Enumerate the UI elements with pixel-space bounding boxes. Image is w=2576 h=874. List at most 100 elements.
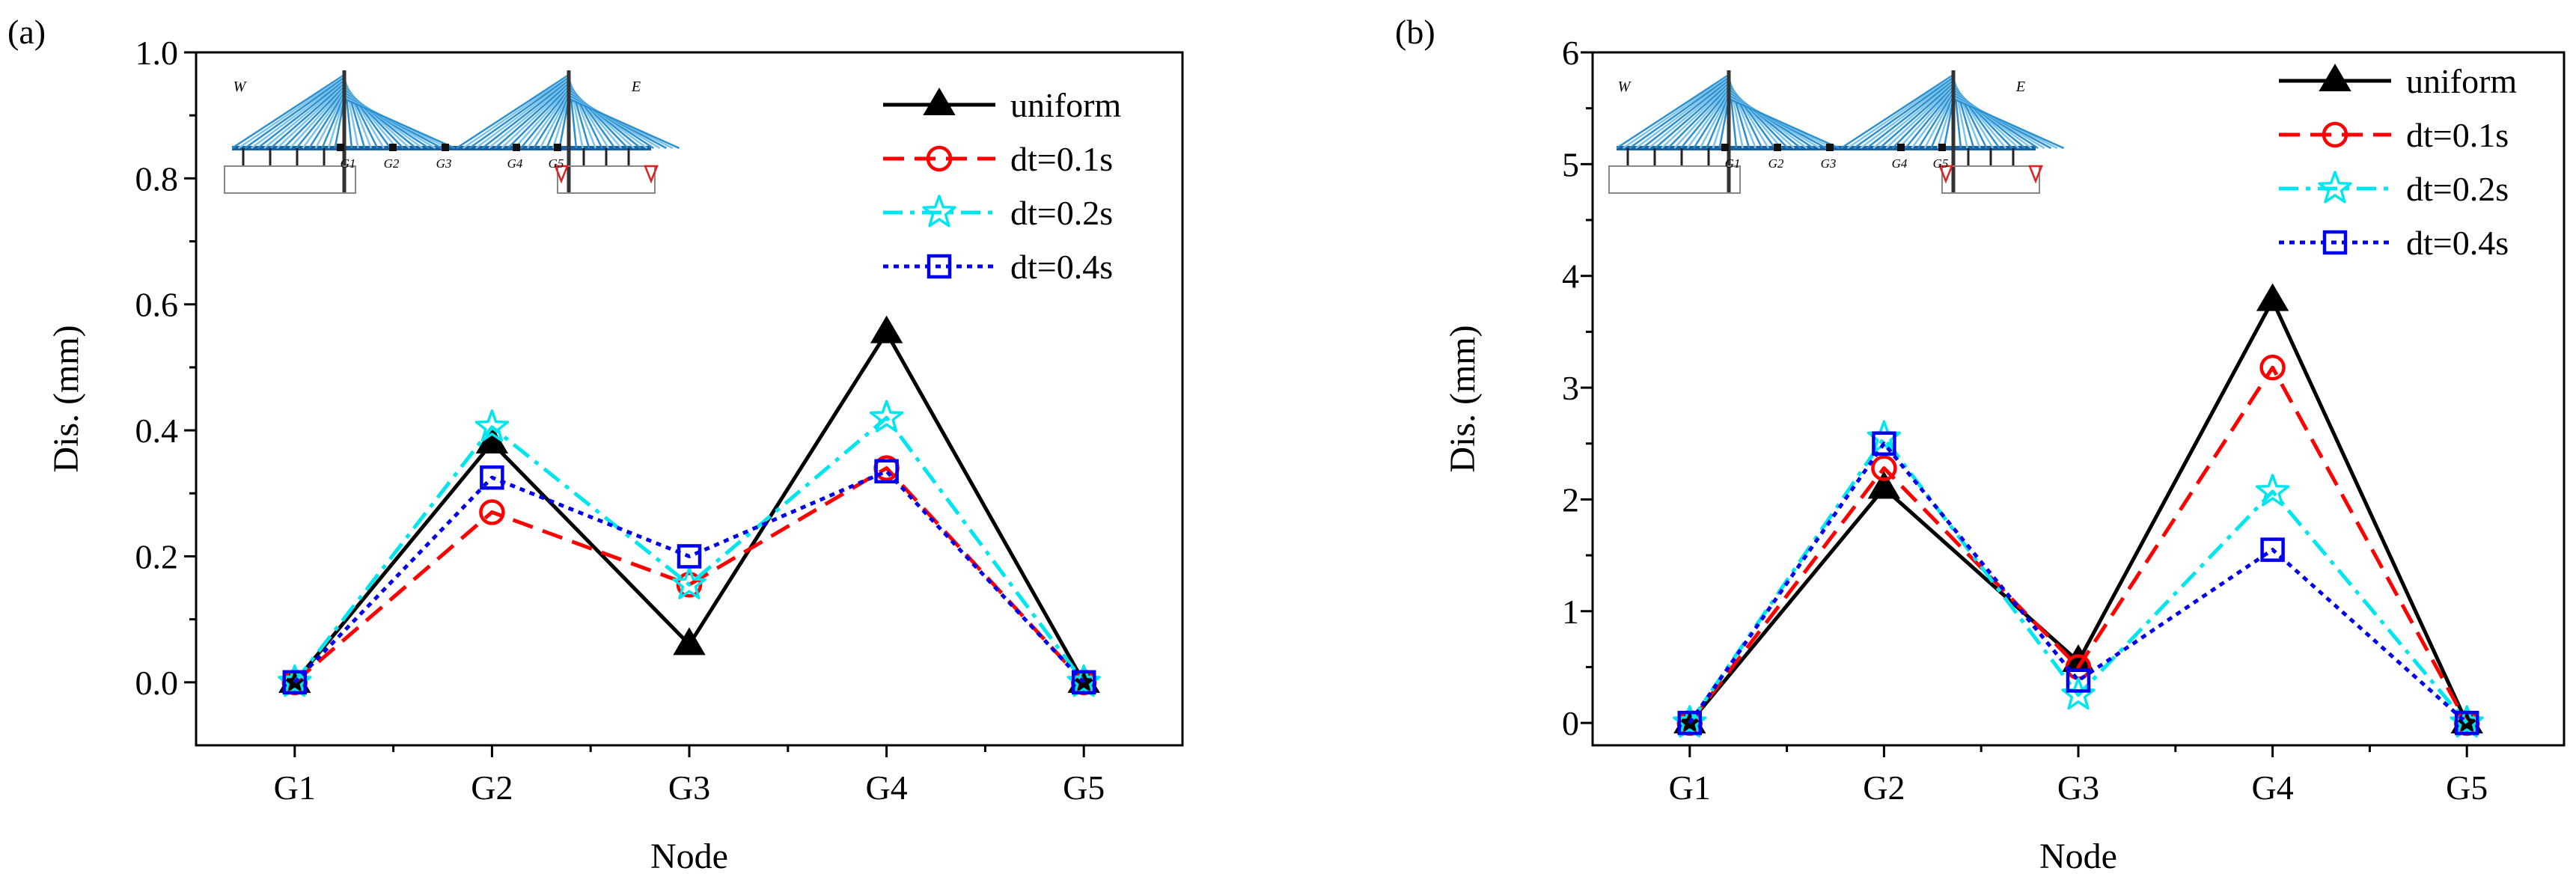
inset-cable (1699, 94, 1730, 149)
legend-label: dt=0.4s (1010, 248, 1113, 286)
y-tick-label: 4 (1562, 257, 1579, 296)
inset-cable (1853, 76, 1954, 150)
x-tick-label: G1 (1669, 768, 1711, 807)
legend-marker (2322, 121, 2348, 148)
inset-cable (1635, 78, 1730, 150)
inset-node-label: G3 (436, 156, 452, 171)
inset-cable (568, 97, 680, 150)
inset-cable (269, 83, 345, 149)
inset-node-label: G5 (1933, 156, 1949, 171)
inset-cable (1616, 73, 1730, 150)
data-point-3 (1071, 670, 1096, 695)
data-point-3 (2260, 537, 2285, 562)
inset-cable (488, 82, 570, 149)
x-tick-label: G1 (274, 768, 316, 807)
inset-cable (1873, 82, 1954, 149)
inset-east-label: E (631, 79, 641, 95)
inset-cable (251, 78, 345, 150)
inset-cable (507, 86, 570, 149)
inset-node-label: G2 (384, 156, 400, 171)
inset-cable (481, 80, 570, 149)
inset-cable (1840, 73, 1954, 150)
legend-marker (923, 88, 956, 116)
panel-label: (b) (1395, 13, 1435, 51)
inset-cable (1878, 83, 1954, 149)
series-line-3 (293, 469, 1086, 684)
series-line-3 (1688, 441, 2468, 724)
data-point-3 (874, 459, 899, 484)
legend-label: uniform (2406, 62, 2517, 100)
inset-node-marker (1897, 144, 1905, 151)
x-axis-label: Node (650, 837, 728, 874)
inset-node-marker (513, 144, 520, 151)
inset-support-icon (554, 165, 569, 184)
inset-node-marker (1938, 144, 1946, 151)
inset-west-label: W (234, 79, 248, 95)
inset-cable (520, 89, 570, 149)
x-tick-label: G5 (1063, 768, 1105, 807)
inset-cable (1936, 97, 1955, 149)
legend-marker (922, 195, 956, 227)
inset-cable (1923, 94, 1955, 149)
inset-cable (475, 78, 570, 150)
inset-node-marker (337, 144, 344, 151)
inset-cable (533, 92, 570, 149)
inset-cable (244, 76, 345, 150)
inset-node-label: G4 (1892, 156, 1908, 171)
inset-node-marker (442, 144, 449, 151)
inset-cable (276, 85, 345, 149)
inset-cable (1680, 89, 1730, 149)
inset-cable (546, 95, 570, 149)
inset-cable (1728, 97, 1840, 150)
inset-east-label: E (2015, 79, 2025, 95)
data-point-3 (1677, 710, 1703, 736)
inset-ground-east (557, 165, 656, 194)
series-line-1 (293, 466, 1086, 684)
inset-cable (237, 75, 345, 150)
inset-cable (526, 91, 570, 149)
series-line-2 (1688, 436, 2469, 724)
y-axis-label: Dis. (mm) (1443, 325, 1483, 472)
y-axis-label: Dis. (mm) (46, 325, 86, 472)
data-point-0 (2256, 283, 2289, 311)
data-point-1 (676, 572, 703, 598)
inset-node-marker (1826, 144, 1834, 151)
inset-cable (327, 97, 346, 149)
inset-west-label: W (1618, 79, 1632, 95)
y-tick-label: 1.0 (135, 34, 179, 72)
data-point-2 (474, 409, 510, 442)
inset-cable (462, 75, 570, 150)
inset-cable (321, 95, 346, 149)
inset-node-marker (1721, 144, 1729, 151)
inset-support-icon (2028, 165, 2043, 184)
inset-node-label: G5 (549, 156, 564, 171)
data-point-3 (1872, 431, 1896, 456)
inset-cable (1706, 95, 1730, 149)
data-point-3 (2454, 710, 2479, 736)
inset-cable (552, 97, 570, 149)
y-tick-label: 2 (1562, 480, 1579, 519)
inset-cable (1866, 80, 1954, 149)
legend-marker (926, 145, 953, 172)
inset-node-label: G1 (341, 156, 356, 171)
data-point-1 (1871, 455, 1897, 481)
y-tick-label: 0.6 (135, 286, 179, 324)
legend-label: dt=0.2s (1010, 194, 1113, 232)
inset-ground-west (224, 165, 356, 194)
data-point-3 (2066, 668, 2091, 693)
data-point-0 (673, 627, 706, 656)
inset-cable (302, 91, 346, 149)
inset-cable (1930, 95, 1955, 149)
inset-cable (296, 89, 345, 149)
inset-node-marker (1774, 144, 1781, 151)
panel-label: (a) (7, 13, 46, 51)
inset-support-icon (644, 165, 659, 184)
inset-cable (1846, 75, 1954, 150)
data-point-3 (282, 670, 308, 695)
data-point-3 (480, 465, 504, 490)
legend-label: uniform (1010, 86, 1121, 124)
x-tick-label: G4 (2251, 768, 2293, 807)
x-tick-label: G4 (865, 768, 907, 807)
legend-label: dt=0.4s (2406, 224, 2509, 262)
inset-cable (1885, 85, 1954, 149)
